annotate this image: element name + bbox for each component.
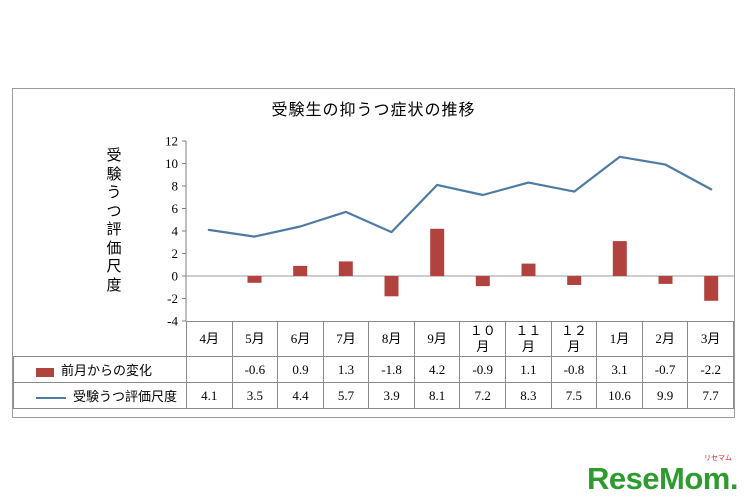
- svg-text:10: 10: [165, 156, 178, 171]
- value-cell: 10.6: [596, 382, 643, 409]
- value-cell: -0.6: [231, 356, 279, 383]
- category-cell: 5月: [231, 321, 279, 357]
- svg-text:2: 2: [172, 246, 179, 261]
- svg-text:6: 6: [172, 201, 179, 216]
- value-cell: 3.9: [368, 382, 415, 409]
- value-cell: 1.1: [505, 356, 552, 383]
- value-cell: 3.5: [231, 382, 279, 409]
- y-axis-label: 受 験 う つ 評 価 尺 度: [106, 148, 122, 294]
- svg-text:12: 12: [165, 134, 178, 149]
- value-cell: 8.1: [413, 382, 461, 409]
- category-cell: 8月: [368, 321, 415, 357]
- value-cell: -0.7: [641, 356, 689, 383]
- value-cell: 7.5: [550, 382, 598, 409]
- svg-text:0: 0: [172, 269, 179, 284]
- svg-text:4: 4: [172, 224, 179, 239]
- value-cell: 8.3: [505, 382, 552, 409]
- series-row: 受験うつ評価尺度 4.1 3.5 4.4 5.7 3.9 8.1 7.2 8.3 7.5 10.6 9…: [13, 382, 734, 409]
- value-cell: 1.3: [322, 356, 370, 383]
- value-cell: 7.7: [687, 382, 734, 409]
- resemom-logo: リセマム ReseMom.: [586, 455, 739, 496]
- resemom-logo-small-text: リセマム: [704, 455, 732, 462]
- value-cell: 0.9: [277, 356, 324, 383]
- category-cell: １１ 月: [505, 321, 552, 357]
- svg-text:8: 8: [172, 179, 179, 194]
- value-cell: 4.4: [277, 382, 324, 409]
- data-table: 4月 5月 6月 7月 8月 9月 １０ 月 １１ 月 １２ 月 1月 2月 3月前月からの変化 -0.…: [13, 321, 734, 409]
- value-cell: -1.8: [368, 356, 415, 383]
- table-corner-cell: [13, 321, 187, 357]
- category-cell: 6月: [277, 321, 324, 357]
- value-cell: -2.2: [687, 356, 734, 383]
- svg-text:-2: -2: [167, 291, 178, 306]
- series-legend-cell: 受験うつ評価尺度: [13, 382, 187, 409]
- value-cell: 4.2: [413, 356, 461, 383]
- category-row: 4月 5月 6月 7月 8月 9月 １０ 月 １１ 月 １２ 月 1月 2月 3月: [13, 321, 734, 357]
- value-cell: -0.9: [459, 356, 507, 383]
- series-name: 受験うつ評価尺度: [73, 389, 178, 404]
- category-cell: 3月: [687, 321, 734, 357]
- resemom-logo-text: ReseMom.: [586, 461, 739, 496]
- category-cell: １０ 月: [459, 321, 507, 357]
- series-row: 前月からの変化 -0.6 0.9 1.3 -1.8 4.2 -0.9 1.1 -0.8 3.1 -0…: [13, 356, 734, 383]
- category-cell: 1月: [596, 321, 643, 357]
- category-cell: 2月: [641, 321, 689, 357]
- value-cell: 4.1: [186, 382, 233, 409]
- chart-title: 受験生の抑うつ症状の推移: [271, 102, 476, 119]
- category-cell: １２ 月: [550, 321, 598, 357]
- value-cell: 3.1: [596, 356, 643, 383]
- bar-legend-swatch: [36, 367, 54, 377]
- value-cell: [186, 356, 233, 383]
- value-cell: 7.2: [459, 382, 507, 409]
- value-cell: 9.9: [641, 382, 689, 409]
- series-legend-cell: 前月からの変化: [13, 356, 187, 383]
- chart-panel: 受験生の抑うつ症状の推移 受 験 う つ 評 価 尺 度 -4 -2 0 2 4 6 8 10…: [12, 88, 735, 418]
- category-cell: 9月: [413, 321, 461, 357]
- series-name: 前月からの変化: [61, 363, 153, 378]
- category-cell: 7月: [322, 321, 370, 357]
- value-cell: -0.8: [550, 356, 598, 383]
- value-cell: 5.7: [322, 382, 370, 409]
- line-legend-swatch: [36, 397, 66, 400]
- resemom-logo-dot: .: [729, 461, 739, 496]
- category-cell: 4月: [186, 321, 233, 357]
